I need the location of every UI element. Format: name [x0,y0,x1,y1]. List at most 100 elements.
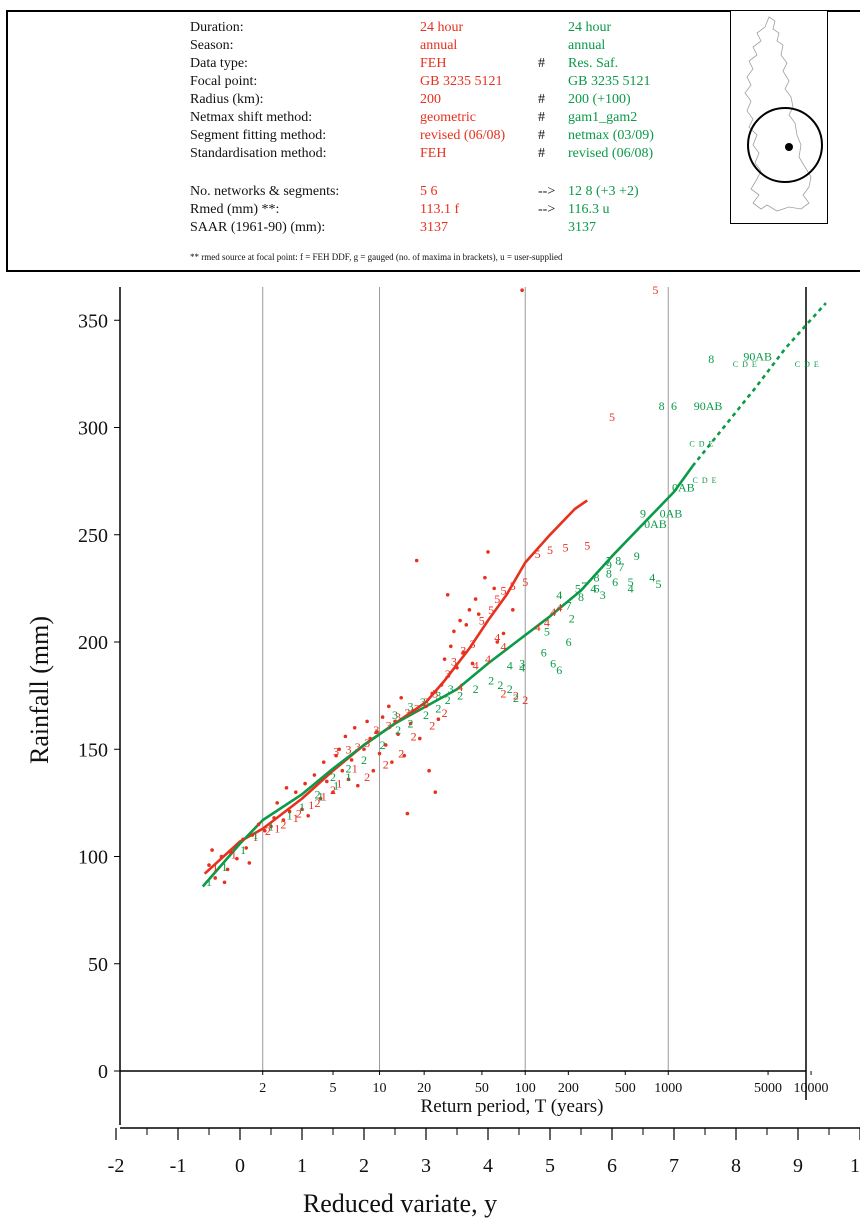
data-point [269,824,273,829]
data-point [343,734,348,739]
green-series-label: 8 [606,566,612,580]
data-point [414,558,419,563]
green-series-label: 2 [408,717,414,731]
green-series-label: 2 [330,770,336,784]
info-separator: # [538,92,545,107]
green-series-label: 2 [380,738,386,752]
red-series-label: 4 [535,620,541,634]
green-series-label: 4 [519,661,525,675]
green-series-label: 1 [287,809,293,823]
data-point [390,760,394,764]
green-series-label: C D E [795,360,820,369]
info-label: Radius (km): [190,92,264,107]
red-series-label: 2 [315,796,321,810]
data-point [470,661,475,666]
red-series-label: 3 [432,686,438,700]
green-series-label: 9 [606,558,612,572]
data-point [207,863,211,867]
green-series-label: 6 [612,575,618,589]
data-point [483,575,487,580]
return-period-tick-label: 500 [615,1081,636,1096]
red-series-label: 3 [386,719,392,733]
info-label: Season: [190,38,234,53]
red-series-label: 2 [513,689,519,703]
x-tick-label: 1 [297,1155,307,1177]
data-point [213,876,217,880]
y-tick-label: 150 [78,739,108,761]
green-series-label: 1 [299,800,305,814]
return-period-tick-label: 2 [259,1081,266,1096]
red-series-label: 3 [460,644,466,658]
red-series-label: 4 [485,652,491,666]
green-series-label: 8 [578,590,584,604]
data-point [219,854,224,859]
red-series-label: 1 [321,789,327,803]
data-point [228,850,233,855]
red-series-label: 5 [609,410,615,424]
data-point [380,715,385,719]
data-point [411,708,416,713]
data-point [225,867,230,872]
red-series-label: 3 [395,710,401,724]
info-value-red: revised (06/08) [420,128,506,143]
data-point [235,856,239,861]
data-point [442,657,447,661]
green-series-label: 8 [708,352,714,366]
green-series-label: 3 [519,656,525,670]
y-tick-label: 100 [78,847,108,869]
data-point [424,704,428,709]
red-series-label: 5 [563,541,569,555]
green-series-label: 9 [640,506,646,520]
red-series-label: 1 [308,798,314,812]
x-tick-label: -2 [108,1155,125,1177]
return-period-tick-label: 50 [475,1081,489,1096]
info-value-red: 3137 [420,220,448,235]
green-series-label: 2 [488,674,494,688]
data-point [334,753,338,758]
red-series-label: 3 [373,723,379,737]
info-label: Netmax shift method: [190,110,313,125]
green-series-label: 0AB [660,506,683,520]
red-series-label: 2 [280,817,286,831]
green-series-label: 6 [556,663,562,677]
red-series-label: 3 [355,740,361,754]
info-label: Data type: [190,56,248,71]
location-map [730,10,828,224]
data-point [374,730,379,734]
info-label: Rmed (mm) **: [190,202,280,217]
red-series-label: 4 [556,601,562,615]
red-series-label: 3 [445,667,451,681]
info-value-red: FEH [420,56,447,71]
red-series-label: 3 [414,701,420,715]
x-axis-label: Reduced variate, y [303,1189,497,1218]
y-tick-label: 0 [98,1061,108,1083]
data-point [300,807,304,812]
return-period-tick-label: 5 [329,1081,336,1096]
data-point [439,683,444,687]
green-series-label: 2 [497,678,503,692]
green-series-label: 1 [253,828,259,842]
red-series-label: 3 [423,695,429,709]
green-series-label: 3 [600,588,606,602]
info-value-red: FEH [420,146,447,161]
green-series-label: 6 [550,656,556,670]
info-separator: # [538,146,545,161]
green-series-label: 8 [659,399,665,413]
green-series-label: 7 [606,553,612,567]
x-tick-label: -1 [170,1155,187,1177]
x-tick-label: 8 [731,1155,741,1177]
green-series-label: 2 [513,691,519,705]
data-point [368,736,373,741]
info-value-green: 24 hour [568,20,612,35]
green-series-label: 0AB [672,481,695,495]
green-series-label: 2 [395,723,401,737]
red-series-label: 2 [330,783,336,797]
data-point [430,691,435,696]
red-series-label: 5 [652,283,658,297]
data-point [362,747,366,752]
red-series-label: 5 [479,614,485,628]
green-series-label: 6 [671,399,677,413]
red-series-label: 2 [411,729,417,743]
